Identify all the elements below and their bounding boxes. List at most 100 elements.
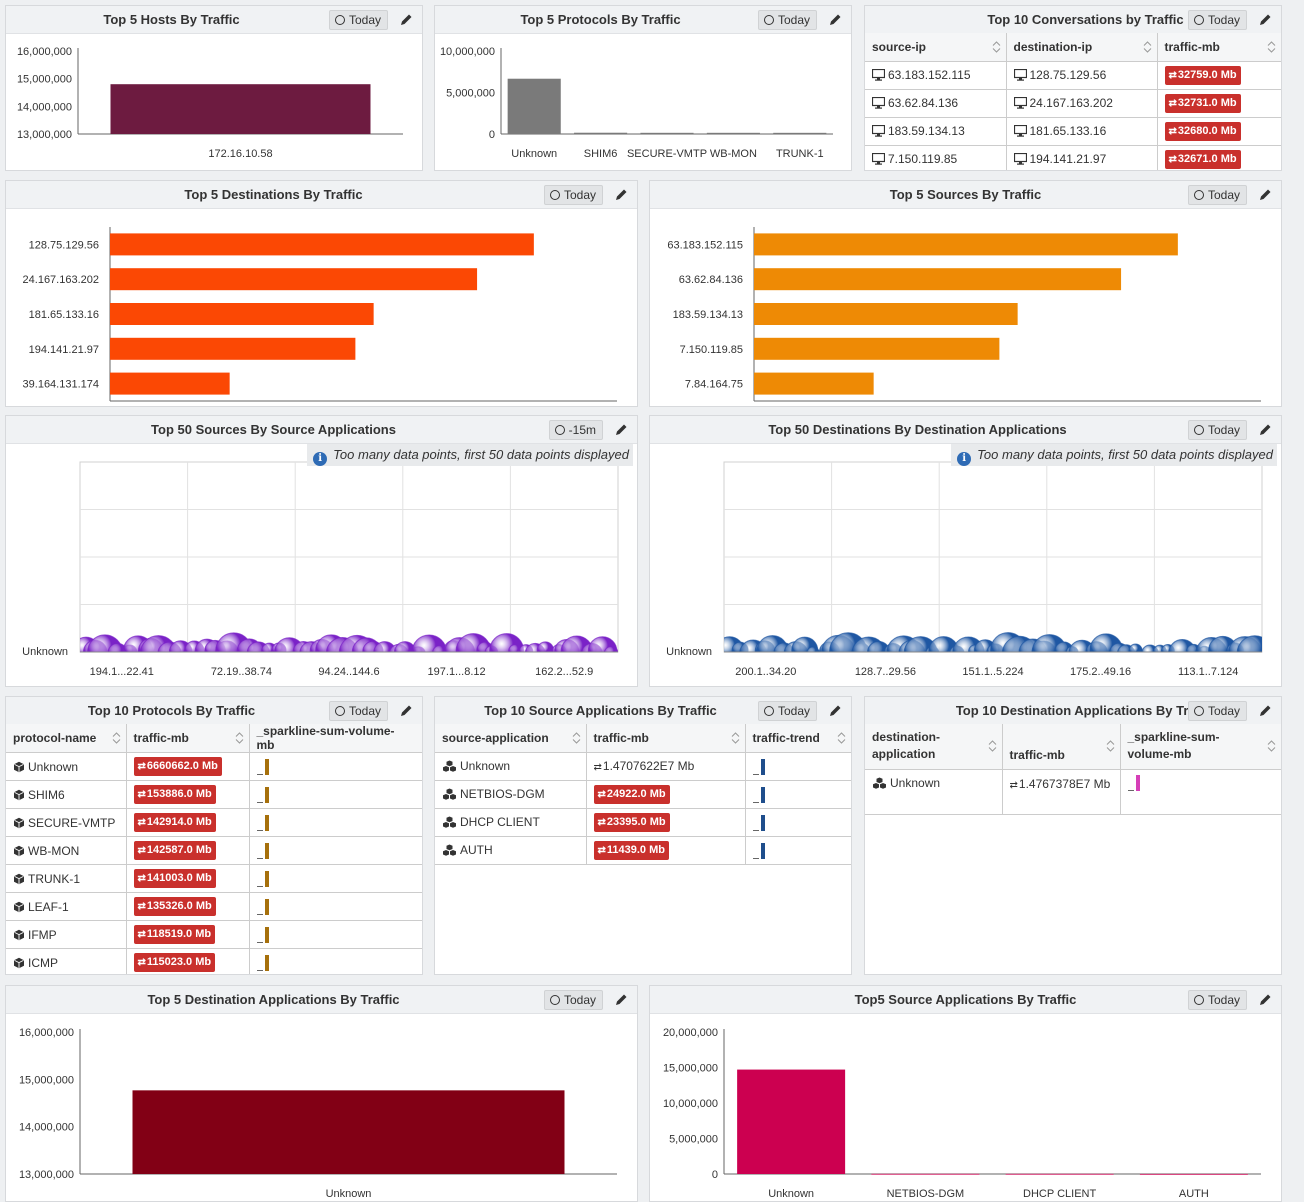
column-header-traffic-mb[interactable]: traffic-mb (1157, 33, 1281, 62)
pencil-icon[interactable] (1259, 188, 1272, 201)
bubble[interactable] (373, 641, 397, 664)
bar[interactable] (706, 132, 760, 134)
bar[interactable] (754, 372, 874, 395)
pencil-icon[interactable] (829, 704, 842, 717)
time-range-button[interactable]: Today (543, 185, 603, 205)
table-row[interactable]: IFMP ⇄118519.0 Mb (6, 920, 422, 949)
bar[interactable] (773, 132, 827, 134)
bar[interactable] (754, 303, 1018, 325)
bubble[interactable] (866, 640, 891, 663)
bar[interactable] (1005, 1173, 1114, 1175)
table-row[interactable]: DHCP CLIENT ⇄23395.0 Mb (435, 808, 851, 837)
y-tick-label: 5,000,000 (446, 88, 495, 100)
y-tick-label: 24.167.163.202 (23, 274, 99, 286)
table-row[interactable]: 63.62.84.136 24.167.163.202 ⇄32731.0 Mb (865, 89, 1281, 118)
time-range-button[interactable]: Today (1187, 990, 1247, 1010)
time-range-button[interactable]: Today (757, 701, 817, 721)
time-range-button[interactable]: Today (757, 10, 817, 30)
pencil-icon[interactable] (1259, 993, 1272, 1006)
bar[interactable] (737, 1069, 846, 1174)
table-row[interactable]: 183.59.134.13 181.65.133.16 ⇄32680.0 Mb (865, 117, 1281, 146)
bar[interactable] (110, 84, 371, 134)
column-header-sparkline[interactable]: _sparkline-sum-volume-mb (249, 724, 422, 753)
time-range-button[interactable]: Today (1187, 420, 1247, 440)
panel-title: Top 10 Conversations by Traffic (987, 12, 1184, 27)
table-row[interactable]: SHIM6 ⇄153886.0 Mb (6, 780, 422, 809)
bar[interactable] (754, 337, 1000, 360)
table-row[interactable]: Unknown ⇄6660662.0 Mb (6, 752, 422, 781)
time-range-button[interactable]: Today (1187, 185, 1247, 205)
bar[interactable] (1139, 1173, 1248, 1175)
bar[interactable] (754, 233, 1178, 256)
bubble[interactable] (393, 641, 417, 663)
column-header-destination-ip[interactable]: destination-ip (1006, 33, 1158, 62)
bar[interactable] (110, 372, 230, 395)
column-header-protocol-name[interactable]: protocol-name (6, 724, 127, 753)
bar[interactable] (507, 78, 561, 134)
traffic-cell: ⇄153886.0 Mb (126, 780, 250, 809)
time-range-button[interactable]: Today (1187, 701, 1247, 721)
panel-top-hosts: Top 5 Hosts By Traffic Today 16,000,000 1… (5, 5, 423, 171)
column-header-destination-application[interactable]: destination-application (865, 724, 1003, 770)
cube-icon (14, 845, 24, 856)
bubble[interactable] (1168, 639, 1197, 667)
column-header-source-application[interactable]: source-application (435, 724, 587, 753)
exchange-icon: ⇄ (1168, 125, 1177, 137)
bar[interactable] (110, 303, 374, 325)
sparkline (752, 814, 767, 831)
bar[interactable] (132, 1090, 565, 1174)
pencil-icon[interactable] (400, 704, 413, 717)
column-header-source-ip[interactable]: source-ip (865, 33, 1007, 62)
bar[interactable] (110, 268, 478, 291)
y-tick-label: 20,000,000 (663, 1027, 718, 1039)
pencil-icon[interactable] (1259, 704, 1272, 717)
bubble[interactable] (806, 646, 820, 660)
time-range-button[interactable]: Today (1187, 10, 1247, 30)
bar[interactable] (640, 132, 694, 134)
column-header-traffic-mb[interactable]: traffic-mb (1002, 724, 1121, 770)
bubble[interactable] (603, 646, 618, 661)
panel-header: Top 5 Destination Applications By Traffi… (6, 986, 637, 1014)
pencil-icon[interactable] (1259, 423, 1272, 436)
bubble[interactable] (107, 642, 128, 662)
bubble[interactable] (1128, 643, 1143, 657)
pencil-icon[interactable] (615, 423, 628, 436)
column-header-sparkline[interactable]: _sparkline-sum-volume-mb (1120, 724, 1281, 770)
bar[interactable] (110, 337, 356, 360)
sparkline-bar (760, 842, 765, 859)
time-range-button[interactable]: Today (543, 990, 603, 1010)
table-row[interactable]: 63.183.152.115 128.75.129.56 ⇄32759.0 Mb (865, 61, 1281, 90)
table-row[interactable]: ICMP ⇄115023.0 Mb (6, 948, 422, 974)
exchange-icon: ⇄ (1168, 69, 1177, 81)
pencil-icon[interactable] (829, 13, 842, 26)
protocol-name-cell: LEAF-1 (6, 892, 127, 921)
bar[interactable] (871, 1173, 980, 1175)
bubble[interactable] (1236, 635, 1272, 671)
pencil-icon[interactable] (1259, 13, 1272, 26)
bar[interactable] (754, 268, 1122, 291)
table-row[interactable]: AUTH ⇄11439.0 Mb (435, 836, 851, 865)
x-tick-label: 172.16.10.58 (208, 148, 272, 160)
table-row[interactable]: LEAF-1 ⇄135326.0 Mb (6, 892, 422, 921)
table-row[interactable]: Unknown ⇄1.4767378E7 Mb (865, 769, 1281, 815)
table-row[interactable]: WB-MON ⇄142587.0 Mb (6, 836, 422, 865)
bar[interactable] (574, 132, 628, 134)
table-row[interactable]: 7.150.119.85 194.141.21.97 ⇄32671.0 Mb (865, 145, 1281, 170)
column-header-traffic-mb[interactable]: traffic-mb (586, 724, 746, 753)
pencil-icon[interactable] (615, 993, 628, 1006)
table-row[interactable]: TRUNK-1 ⇄141003.0 Mb (6, 864, 422, 893)
table-row[interactable]: SECURE-VMTP ⇄142914.0 Mb (6, 808, 422, 837)
time-range-button[interactable]: Today (328, 10, 388, 30)
time-range-button[interactable]: Today (328, 701, 388, 721)
bubble[interactable] (536, 641, 555, 658)
pencil-icon[interactable] (615, 188, 628, 201)
time-range-button[interactable]: -15m (548, 420, 603, 440)
table-row[interactable]: NETBIOS-DGM ⇄24922.0 Mb (435, 780, 851, 809)
column-header-traffic-mb[interactable]: traffic-mb (126, 724, 250, 753)
table-row[interactable]: Unknown ⇄1.4707622E7 Mb (435, 752, 851, 781)
pencil-icon[interactable] (400, 13, 413, 26)
column-header-traffic-trend[interactable]: traffic-trend (745, 724, 851, 753)
bar[interactable] (110, 233, 534, 256)
traffic-badge: ⇄141003.0 Mb (133, 869, 216, 888)
clock-icon (763, 15, 774, 25)
